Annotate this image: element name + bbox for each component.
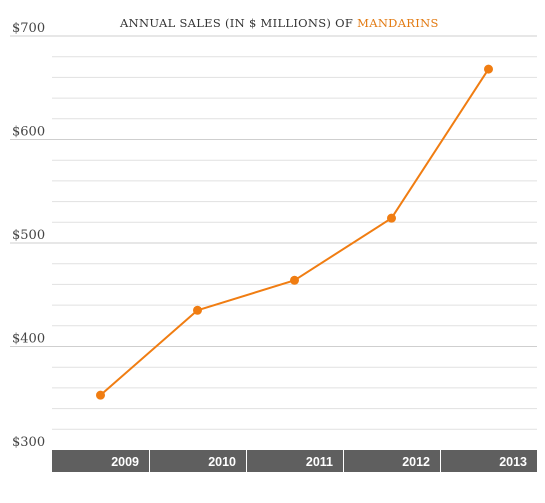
- chart-title: ANNUAL SALES (IN $ MILLIONS) OF MANDARIN…: [119, 16, 439, 30]
- x-tick-label: 2012: [402, 455, 430, 469]
- y-tick-label: $700: [12, 21, 45, 36]
- y-tick-label: $400: [12, 332, 45, 347]
- y-tick-label: $300: [12, 435, 45, 450]
- x-category-cell: [247, 450, 343, 472]
- x-tick-label: 2011: [306, 455, 333, 469]
- x-category-cell: [150, 450, 246, 472]
- x-category-cell: [344, 450, 440, 472]
- grid-lines: [10, 35, 537, 430]
- x-tick-label: 2013: [499, 455, 527, 469]
- data-point: [484, 64, 493, 74]
- data-point: [96, 390, 105, 400]
- x-category-cell: [441, 450, 537, 472]
- x-category-cell: [52, 450, 149, 472]
- series-line: [96, 64, 493, 400]
- data-point: [193, 305, 202, 315]
- chart-title-highlight: MANDARINS: [357, 16, 439, 30]
- y-tick-label: $500: [12, 228, 45, 243]
- x-tick-label: 2010: [208, 455, 236, 469]
- y-tick-label: $600: [12, 125, 45, 140]
- y-axis: $300 $400 $500 $600 $700: [12, 21, 45, 450]
- chart-title-prefix: ANNUAL SALES (IN $ MILLIONS) OF: [119, 16, 357, 30]
- x-axis-band: 2009 2010 2011 2012 2013: [52, 450, 537, 472]
- data-point: [387, 213, 396, 223]
- x-tick-label: 2009: [111, 455, 139, 469]
- data-point: [290, 275, 299, 285]
